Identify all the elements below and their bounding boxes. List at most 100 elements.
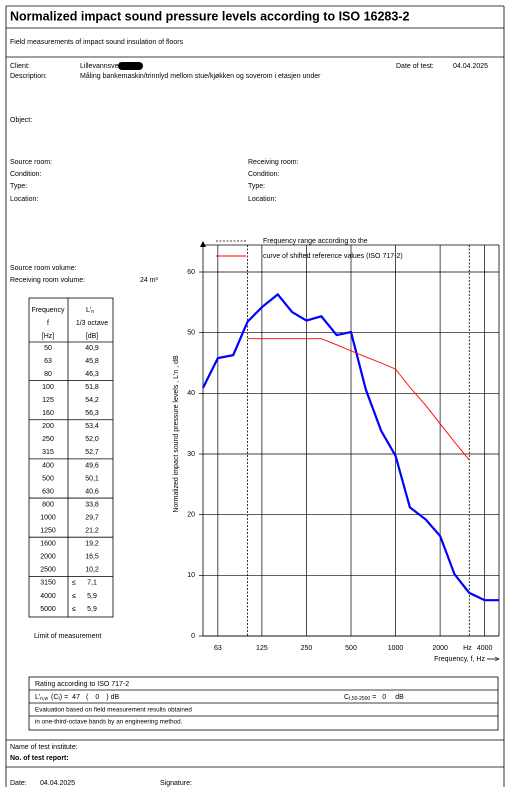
reference-curve — [247, 338, 470, 461]
title: Normalized impact sound pressure levels … — [10, 9, 409, 23]
label: Receiving room: — [248, 159, 299, 166]
table-cell: 5000 — [40, 606, 56, 613]
y-tick-label: 0 — [191, 633, 195, 640]
rating-part: (C — [51, 694, 58, 701]
label: Description: — [10, 73, 47, 80]
table-cell: 5,9 — [87, 606, 97, 613]
rating-note: in one-third-octave bands by an engineer… — [35, 719, 183, 726]
table-header: [Hz] — [42, 333, 55, 340]
table-cell: 16,5 — [85, 554, 99, 561]
table-cell: 400 — [42, 462, 54, 469]
x-tick-label: 4000 — [477, 645, 493, 652]
value: Måling bankemaskin/trinnlyd mellom stue/… — [80, 72, 321, 80]
table-cell: 10,2 — [85, 567, 99, 574]
table-cell: 7,1 — [87, 580, 97, 587]
table-cell: 29,7 — [85, 514, 99, 521]
table-cell: 125 — [42, 397, 54, 404]
table-cell: 56,3 — [85, 410, 99, 417]
x-tick-label: 125 — [256, 645, 268, 652]
x-tick-label: 1000 — [388, 645, 404, 652]
table-cell: 40,6 — [85, 488, 99, 495]
label: Source room: — [10, 159, 52, 166]
x-unit: Hz — [463, 645, 472, 652]
measured-curve — [202, 292, 499, 602]
subscript: n — [91, 309, 94, 315]
y-tick-label: 40 — [187, 390, 195, 397]
table-cell: 50,1 — [85, 475, 99, 482]
table-cell: ≤ — [72, 580, 76, 587]
table-cell: 500 — [42, 475, 54, 482]
x-tick-label: 63 — [214, 645, 222, 652]
table-header: 1/3 octave — [76, 320, 108, 327]
y-tick-label: 50 — [187, 330, 195, 337]
subscript: I — [58, 696, 59, 702]
label: No. of test report: — [10, 755, 69, 762]
redaction — [118, 62, 143, 70]
table-header: Frequency — [31, 307, 65, 314]
table-cell: 5,9 — [87, 593, 97, 600]
table-cell: 100 — [42, 384, 54, 391]
table-cell: 2000 — [40, 554, 56, 561]
rating-value: 47 — [72, 694, 80, 701]
rating-unit: dB — [111, 694, 120, 701]
table-cell: ≤ — [72, 606, 76, 613]
y-axis-label: Normalized impact sound pressure levels … — [173, 355, 180, 513]
x-label-arrow — [494, 656, 500, 662]
label: Date of test: — [396, 63, 434, 70]
rating-unit: dB — [395, 694, 404, 701]
y-tick-label: 10 — [187, 572, 195, 579]
table-cell: 800 — [42, 501, 54, 508]
rating-note: Evaluation based on field measurement re… — [35, 707, 192, 714]
rating-title: Rating according to ISO 717-2 — [35, 681, 129, 688]
value: Lillevannsveien — [80, 63, 128, 70]
table-cell: 160 — [42, 410, 54, 417]
label: Date: — [10, 780, 27, 787]
legend-label: Frequency range according to the — [263, 238, 368, 245]
y-tick-label: 30 — [187, 451, 195, 458]
table-cell: 1000 — [40, 514, 56, 521]
table-cell: 63 — [44, 358, 52, 365]
label: Object: — [10, 117, 32, 124]
table-cell: 3150 — [40, 580, 56, 587]
subscript: n,w — [40, 696, 48, 702]
table-cell: 2500 — [40, 567, 56, 574]
table-cell: 630 — [42, 488, 54, 495]
table-cell: 52,7 — [85, 449, 99, 456]
label: Source room volume: — [10, 265, 77, 272]
table-header: f — [47, 320, 49, 327]
table-cell: 4000 — [40, 593, 56, 600]
label: Name of test institute: — [10, 744, 78, 751]
subtitle: Field measurements of impact sound insul… — [10, 39, 184, 46]
x-axis-label: Frequency, f, Hz — [434, 656, 485, 663]
table-cell: ≤ — [72, 593, 76, 600]
label: Type: — [10, 183, 27, 190]
table-header: [dB] — [86, 333, 99, 340]
value: 24 m³ — [140, 277, 159, 284]
table-cell: 46,3 — [85, 371, 99, 378]
x-tick-label: 500 — [345, 645, 357, 652]
table-cell: 33,8 — [85, 501, 99, 508]
rating-line: CI,50-2500 = 0 dB — [344, 694, 404, 702]
subscript: I,50-2500 — [349, 696, 370, 702]
value: 04.04.2025 — [40, 780, 75, 787]
rating-part: ) — [106, 694, 108, 701]
rating-value: 0 — [382, 694, 386, 701]
label: Condition: — [248, 171, 280, 178]
table-cell: 49,6 — [85, 462, 99, 469]
label: Location: — [10, 196, 38, 203]
table-cell: 52,0 — [85, 436, 99, 443]
table-cell: 45,8 — [85, 358, 99, 365]
label: Location: — [248, 196, 276, 203]
rating-part: = — [372, 694, 376, 701]
y-tick-label: 60 — [187, 269, 195, 276]
table-cell: 1600 — [40, 541, 56, 548]
table-header: L'n — [86, 307, 94, 315]
label: Receiving room volume: — [10, 277, 85, 284]
label: Type: — [248, 183, 265, 190]
label: Signature: — [160, 780, 192, 787]
table-cell: 40,9 — [85, 345, 99, 352]
table-cell: 315 — [42, 449, 54, 456]
table-cell: 19,2 — [85, 541, 99, 548]
table-cell: 53,4 — [85, 423, 99, 430]
